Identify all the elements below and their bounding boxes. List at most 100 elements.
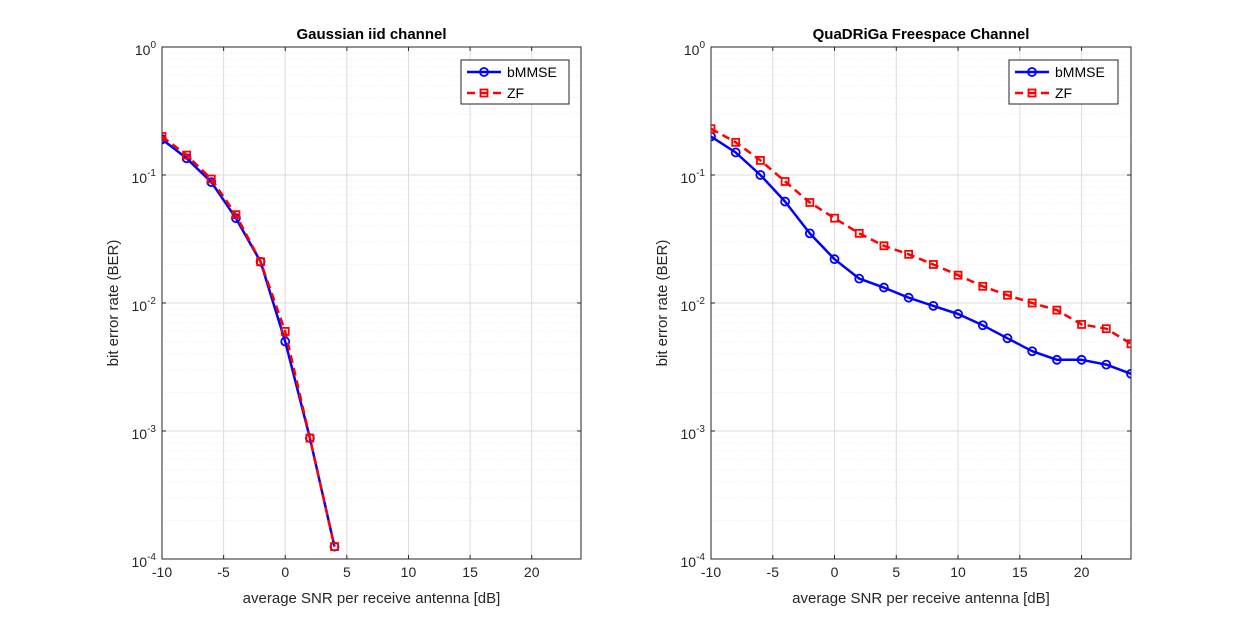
data-point	[978, 281, 988, 291]
y-tick-exponent: 0	[699, 40, 705, 51]
data-point	[953, 309, 963, 319]
y-tick-label: 10-3	[132, 424, 157, 442]
data-point	[755, 170, 766, 180]
chart-title: QuaDRiGa Freespace Channel	[813, 26, 1030, 43]
series-zf	[162, 132, 339, 551]
data-point	[854, 228, 864, 238]
data-point	[206, 174, 216, 184]
legend-entry-zf: ZF	[1015, 85, 1072, 101]
y-tick-base: 10	[132, 170, 148, 186]
legend-label: bMMSE	[507, 64, 557, 80]
y-tick-base: 10	[684, 42, 700, 58]
data-point	[830, 213, 839, 223]
data-point	[756, 156, 765, 165]
data-point	[1101, 324, 1111, 334]
data-point	[879, 241, 889, 251]
y-tick-label: 10-2	[681, 296, 706, 314]
x-axis-label: average SNR per receive antenna [dB]	[792, 590, 1050, 607]
y-tick-label: 10-2	[132, 296, 157, 314]
data-point	[256, 257, 265, 267]
legend-marker	[479, 88, 489, 98]
y-tick-base: 10	[681, 426, 697, 442]
chart-title: Gaussian iid channel	[296, 26, 446, 43]
y-tick-exponent: -2	[696, 296, 705, 307]
data-point	[928, 260, 938, 269]
data-point	[731, 137, 741, 147]
x-tick-label: 20	[524, 564, 540, 580]
y-tick-exponent: -3	[147, 424, 156, 435]
data-point	[231, 210, 241, 220]
y-tick-exponent: -1	[147, 168, 156, 179]
series-bmmse	[711, 131, 1131, 379]
legend-marker	[1027, 67, 1037, 77]
y-tick-base: 10	[132, 298, 148, 314]
legend: bMMSE ZF	[1008, 59, 1119, 105]
data-point	[879, 282, 889, 293]
data-point	[780, 177, 790, 186]
data-point	[1077, 320, 1086, 329]
y-tick-label: 10-1	[132, 168, 157, 186]
y-tick-exponent: 0	[150, 40, 156, 51]
data-point	[1002, 333, 1013, 344]
x-tick-label: 10	[401, 564, 417, 580]
x-tick-label: 5	[892, 564, 900, 580]
x-tick-label: 10	[950, 564, 966, 580]
y-tick-base: 10	[135, 42, 151, 58]
data-point	[854, 273, 865, 284]
y-tick-label: 100	[135, 40, 157, 58]
data-point	[904, 249, 914, 259]
data-point	[280, 336, 291, 347]
y-axis-label: bit error rate (BER)	[654, 240, 671, 367]
x-tick-label: 0	[281, 564, 289, 580]
legend-entry-bmmse: bMMSE	[467, 64, 557, 80]
x-tick-label: -5	[217, 564, 230, 580]
legend-label: ZF	[1055, 85, 1072, 101]
data-point	[280, 326, 290, 336]
data-point	[330, 542, 339, 551]
data-point	[928, 300, 939, 311]
data-point	[730, 147, 741, 158]
data-point	[1126, 368, 1131, 379]
data-point	[805, 198, 815, 207]
data-point	[1051, 354, 1062, 365]
y-tick-base: 10	[681, 554, 697, 570]
data-point	[711, 131, 716, 142]
x-tick-label: 20	[1074, 564, 1090, 580]
y-tick-exponent: -4	[147, 552, 156, 563]
legend-label: ZF	[507, 85, 524, 101]
y-tick-base: 10	[681, 170, 697, 186]
data-point	[1052, 305, 1062, 315]
y-axis-label: bit error rate (BER)	[105, 240, 122, 367]
legend-box	[460, 59, 570, 105]
data-point	[1076, 354, 1087, 365]
y-tick-base: 10	[132, 426, 148, 442]
data-point	[711, 124, 716, 134]
y-tick-label: 10-4	[681, 552, 706, 570]
data-point	[977, 320, 988, 331]
data-point	[305, 433, 315, 443]
y-tick-exponent: -2	[147, 296, 156, 307]
chart-panel-1: -10 -5 0 5 10 15 2010010-110-210-310-4Gaussian…	[105, 26, 582, 607]
data-point	[903, 292, 914, 303]
legend-label: bMMSE	[1055, 64, 1105, 80]
y-tick-exponent: -1	[696, 168, 705, 179]
series-zf	[711, 124, 1131, 349]
x-tick-label: -10	[152, 564, 172, 580]
x-tick-label: 0	[831, 564, 839, 580]
y-tick-base: 10	[132, 554, 148, 570]
x-tick-label: 15	[1012, 564, 1028, 580]
legend: bMMSE ZF	[460, 59, 570, 105]
legend-box	[1008, 59, 1119, 105]
y-tick-base: 10	[681, 298, 697, 314]
data-point	[804, 228, 815, 239]
x-axis-label: average SNR per receive antenna [dB]	[243, 590, 501, 607]
y-tick-label: 100	[684, 40, 706, 58]
data-point	[1027, 346, 1038, 357]
data-point	[182, 150, 192, 160]
series-line	[162, 135, 336, 547]
x-tick-label: -5	[767, 564, 780, 580]
legend-marker	[1027, 88, 1037, 98]
y-tick-exponent: -4	[696, 552, 705, 563]
y-tick-label: 10-1	[681, 168, 706, 186]
